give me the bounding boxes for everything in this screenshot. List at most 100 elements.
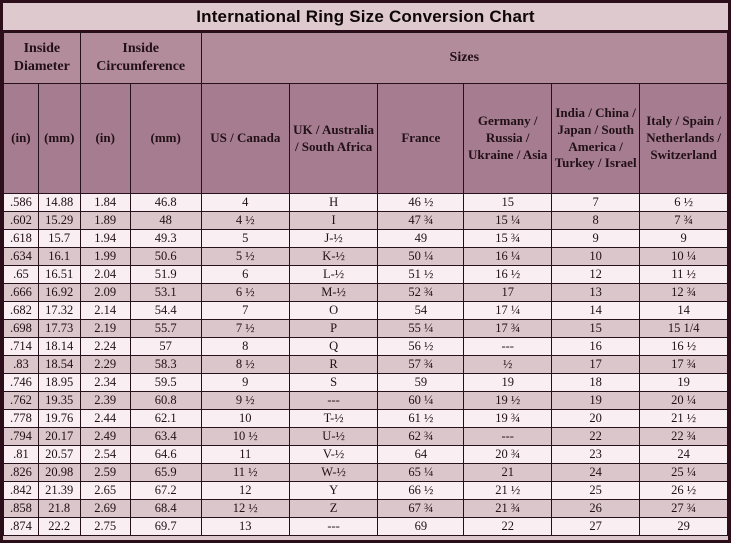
cell-r8-c4: 8: [200, 337, 290, 356]
cell-r0-c2: 1.84: [79, 193, 131, 212]
cell-r7-c9: 15 1/4: [639, 319, 728, 338]
cell-r3-c2: 1.99: [79, 247, 131, 266]
cell-r8-c6: 56 ½: [377, 337, 465, 356]
cell-r0-c7: 15: [463, 193, 552, 212]
cell-r2-c1: 15.7: [37, 229, 81, 248]
cell-r5-c0: .666: [3, 283, 39, 302]
cell-r1-c2: 1.89: [79, 211, 131, 230]
cell-r10-c2: 2.34: [79, 373, 131, 392]
cell-r7-c6: 55 ¼: [377, 319, 465, 338]
cell-r12-c4: 10: [200, 409, 290, 428]
cell-r9-c2: 2.29: [79, 355, 131, 374]
cell-r14-c9: 24: [639, 445, 728, 464]
cell-r14-c7: 20 ¾: [463, 445, 552, 464]
cell-r8-c7: ---: [463, 337, 552, 356]
table-body: .586 14.88 1.84 46.8 4 H 46 ½ 15 7 6 ½ .602 15.29 1.…: [3, 193, 728, 536]
cell-r14-c6: 64: [377, 445, 465, 464]
cell-r18-c5: ---: [288, 517, 379, 536]
cell-r0-c9: 6 ½: [639, 193, 728, 212]
table-row: .762 19.35 2.39 60.8 9 ½ --- 60 ¼ 19 ½ 19 20 ¼: [3, 391, 728, 410]
cell-r12-c5: T-½: [288, 409, 379, 428]
cell-r1-c6: 47 ¾: [377, 211, 465, 230]
cell-r9-c5: R: [288, 355, 379, 374]
cell-r12-c6: 61 ½: [377, 409, 465, 428]
cell-r18-c9: 29: [639, 517, 728, 536]
cell-r17-c4: 12 ½: [200, 499, 290, 518]
cell-r11-c9: 20 ¼: [639, 391, 728, 410]
cell-r16-c7: 21 ½: [463, 481, 552, 500]
cell-r14-c2: 2.54: [79, 445, 131, 464]
cell-r3-c0: .634: [3, 247, 39, 266]
cell-r16-c8: 25: [550, 481, 641, 500]
cell-r17-c3: 68.4: [129, 499, 202, 518]
cell-r1-c7: 15 ¼: [463, 211, 552, 230]
cell-r1-c5: I: [288, 211, 379, 230]
cell-r16-c2: 2.65: [79, 481, 131, 500]
table-row: .778 19.76 2.44 62.1 10 T-½ 61 ½ 19 ¾ 20 21 ½: [3, 409, 728, 428]
cell-r17-c8: 26: [550, 499, 641, 518]
table-row: .666 16.92 2.09 53.1 6 ½ M-½ 52 ¾ 17 13 12 ¾: [3, 283, 728, 302]
cell-r9-c8: 17: [550, 355, 641, 374]
cell-r8-c2: 2.24: [79, 337, 131, 356]
table-row: .83 18.54 2.29 58.3 8 ½ R 57 ¾ ½ 17 17 ¾: [3, 355, 728, 374]
cell-r15-c8: 24: [550, 463, 641, 482]
cell-r10-c4: 9: [200, 373, 290, 392]
cell-r11-c8: 19: [550, 391, 641, 410]
cell-r7-c8: 15: [550, 319, 641, 338]
group-header-row: Inside Diameter Inside Circumference Sizes: [3, 32, 728, 84]
cell-r2-c0: .618: [3, 229, 39, 248]
cell-r8-c9: 16 ½: [639, 337, 728, 356]
cell-r4-c9: 11 ½: [639, 265, 728, 284]
cell-r1-c4: 4 ½: [200, 211, 290, 230]
cell-r3-c8: 10: [550, 247, 641, 266]
table-row: .586 14.88 1.84 46.8 4 H 46 ½ 15 7 6 ½: [3, 193, 728, 212]
cell-r3-c7: 16 ¼: [463, 247, 552, 266]
cell-r6-c3: 54.4: [129, 301, 202, 320]
cell-r6-c1: 17.32: [37, 301, 81, 320]
cell-r17-c9: 27 ¾: [639, 499, 728, 518]
cell-r15-c5: W-½: [288, 463, 379, 482]
table-row: .746 18.95 2.34 59.5 9 S 59 19 18 19: [3, 373, 728, 392]
column-header-germany-russia-ukraine-asia: Germany / Russia / Ukraine / Asia: [463, 83, 552, 194]
cell-r2-c6: 49: [377, 229, 465, 248]
cell-r14-c8: 23: [550, 445, 641, 464]
cell-r9-c3: 58.3: [129, 355, 202, 374]
cell-r1-c8: 8: [550, 211, 641, 230]
cell-r15-c4: 11 ½: [200, 463, 290, 482]
cell-r5-c5: M-½: [288, 283, 379, 302]
cell-r8-c3: 57: [129, 337, 202, 356]
cell-r17-c2: 2.69: [79, 499, 131, 518]
cell-r14-c4: 11: [200, 445, 290, 464]
cell-r11-c6: 60 ¼: [377, 391, 465, 410]
cell-r14-c0: .81: [3, 445, 39, 464]
cell-r15-c0: .826: [3, 463, 39, 482]
cell-r11-c5: ---: [288, 391, 379, 410]
cell-r17-c5: Z: [288, 499, 379, 518]
cell-r5-c6: 52 ¾: [377, 283, 465, 302]
cell-r11-c7: 19 ½: [463, 391, 552, 410]
cell-r13-c2: 2.49: [79, 427, 131, 446]
group-header-inside-diameter: Inside Diameter: [3, 32, 81, 84]
cell-r17-c1: 21.8: [37, 499, 81, 518]
cell-r3-c4: 5 ½: [200, 247, 290, 266]
cell-r0-c1: 14.88: [37, 193, 81, 212]
cell-r14-c5: V-½: [288, 445, 379, 464]
column-header-france: France: [377, 83, 465, 194]
cell-r16-c4: 12: [200, 481, 290, 500]
cell-r6-c8: 14: [550, 301, 641, 320]
cell-r12-c7: 19 ¾: [463, 409, 552, 428]
cell-r18-c0: .874: [3, 517, 39, 536]
table-row: .682 17.32 2.14 54.4 7 O 54 17 ¼ 14 14: [3, 301, 728, 320]
cell-r16-c5: Y: [288, 481, 379, 500]
cell-r2-c2: 1.94: [79, 229, 131, 248]
cell-r6-c5: O: [288, 301, 379, 320]
cell-r10-c9: 19: [639, 373, 728, 392]
cell-r4-c1: 16.51: [37, 265, 81, 284]
table-row: .794 20.17 2.49 63.4 10 ½ U-½ 62 ¾ --- 22 22 ¾: [3, 427, 728, 446]
cell-r1-c1: 15.29: [37, 211, 81, 230]
table-row: .842 21.39 2.65 67.2 12 Y 66 ½ 21 ½ 25 26 ½: [3, 481, 728, 500]
cell-r16-c3: 67.2: [129, 481, 202, 500]
cell-r9-c6: 57 ¾: [377, 355, 465, 374]
